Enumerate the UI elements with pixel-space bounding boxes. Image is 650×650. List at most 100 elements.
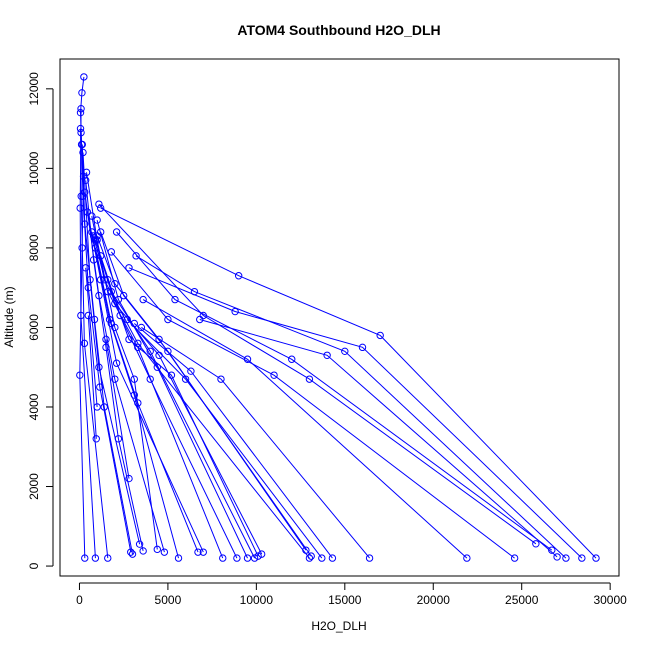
y-tick-label: 0 xyxy=(27,562,41,569)
data-point xyxy=(365,554,374,562)
data-point xyxy=(135,540,144,548)
data-point xyxy=(328,554,337,562)
series-line xyxy=(107,279,259,557)
data-point xyxy=(510,554,519,562)
y-axis-title: Altitude (m) xyxy=(2,286,16,347)
data-point xyxy=(78,140,86,149)
data-point xyxy=(88,212,96,220)
x-tick-label: 10000 xyxy=(240,593,274,607)
series-line xyxy=(133,323,333,559)
data-point xyxy=(81,176,90,184)
data-point xyxy=(219,554,227,562)
data-point xyxy=(89,232,98,240)
data-point xyxy=(137,323,146,332)
data-point xyxy=(80,339,89,348)
data-point xyxy=(254,552,262,560)
data-point xyxy=(125,474,133,483)
data-point xyxy=(139,547,147,555)
data-point xyxy=(107,248,116,256)
series-line xyxy=(91,216,310,559)
data-point xyxy=(358,343,367,352)
x-axis: 0 5000 10000 15000 20000 25000 30000 xyxy=(76,582,627,607)
series-line xyxy=(100,231,307,551)
y-axis: 0 2000 4000 6000 8000 10000 12000 xyxy=(27,72,54,569)
y-tick-label: 6000 xyxy=(27,314,41,341)
series-line xyxy=(116,231,553,551)
data-point xyxy=(100,276,108,284)
series-line xyxy=(96,219,248,559)
data-point xyxy=(107,319,116,328)
data-point xyxy=(160,548,169,556)
series-line xyxy=(110,251,515,559)
data-point xyxy=(270,371,278,379)
data-point xyxy=(532,540,540,548)
series-line xyxy=(82,152,141,545)
series-line xyxy=(94,247,199,553)
data-point xyxy=(78,89,86,97)
data-point xyxy=(76,108,85,117)
data-point xyxy=(96,252,105,260)
data-point xyxy=(91,554,100,562)
data-point xyxy=(107,287,116,296)
data-point xyxy=(95,200,103,208)
data-point xyxy=(128,550,137,558)
series-line xyxy=(126,319,323,559)
data-point xyxy=(112,359,121,367)
data-point xyxy=(77,128,85,137)
data-point xyxy=(196,315,204,324)
data-point xyxy=(80,73,88,81)
plot-frame xyxy=(59,58,620,577)
data-point xyxy=(95,363,103,371)
data-point xyxy=(100,403,108,411)
data-point xyxy=(96,204,105,212)
data-point xyxy=(79,148,87,157)
data-point xyxy=(104,554,112,562)
x-tick-label: 0 xyxy=(76,593,83,607)
data-point xyxy=(153,545,161,554)
data-point xyxy=(181,375,190,383)
data-point xyxy=(164,347,172,356)
data-point xyxy=(171,295,179,304)
series-line xyxy=(86,212,204,553)
data-point xyxy=(93,232,101,240)
x-tick-label: 20000 xyxy=(417,593,451,607)
data-point xyxy=(134,339,142,348)
data-point xyxy=(146,347,154,356)
data-point xyxy=(174,554,183,562)
data-point xyxy=(164,315,172,324)
data-point xyxy=(95,291,103,300)
data-point xyxy=(553,553,561,561)
data-point xyxy=(114,435,123,443)
data-point xyxy=(76,371,84,379)
data-point xyxy=(102,335,110,344)
data-point xyxy=(250,554,259,562)
data-point xyxy=(578,554,586,562)
data-point xyxy=(92,435,100,443)
data-point xyxy=(323,351,331,359)
data-point xyxy=(82,168,91,177)
data-point xyxy=(288,355,296,363)
y-tick-label: 4000 xyxy=(27,393,41,420)
data-point xyxy=(77,105,85,113)
data-point xyxy=(84,311,93,320)
data-point xyxy=(234,272,243,280)
series-line xyxy=(98,203,537,545)
data-point xyxy=(130,375,138,383)
data-point xyxy=(112,228,121,236)
series-line xyxy=(86,172,158,550)
series-line xyxy=(84,192,165,553)
data-point xyxy=(199,548,207,556)
y-tick-label: 2000 xyxy=(27,473,41,500)
y-tick-label: 10000 xyxy=(27,151,41,185)
data-point xyxy=(305,554,314,562)
data-point xyxy=(217,375,225,383)
chart-title: ATOM4 Southbound H2O_DLH xyxy=(237,22,440,38)
x-tick-label: 25000 xyxy=(505,593,539,607)
series-line xyxy=(110,291,256,559)
data-point xyxy=(132,252,140,260)
data-point xyxy=(93,403,101,411)
data-point xyxy=(376,331,384,340)
data-point xyxy=(81,220,89,228)
data-point xyxy=(119,291,128,300)
